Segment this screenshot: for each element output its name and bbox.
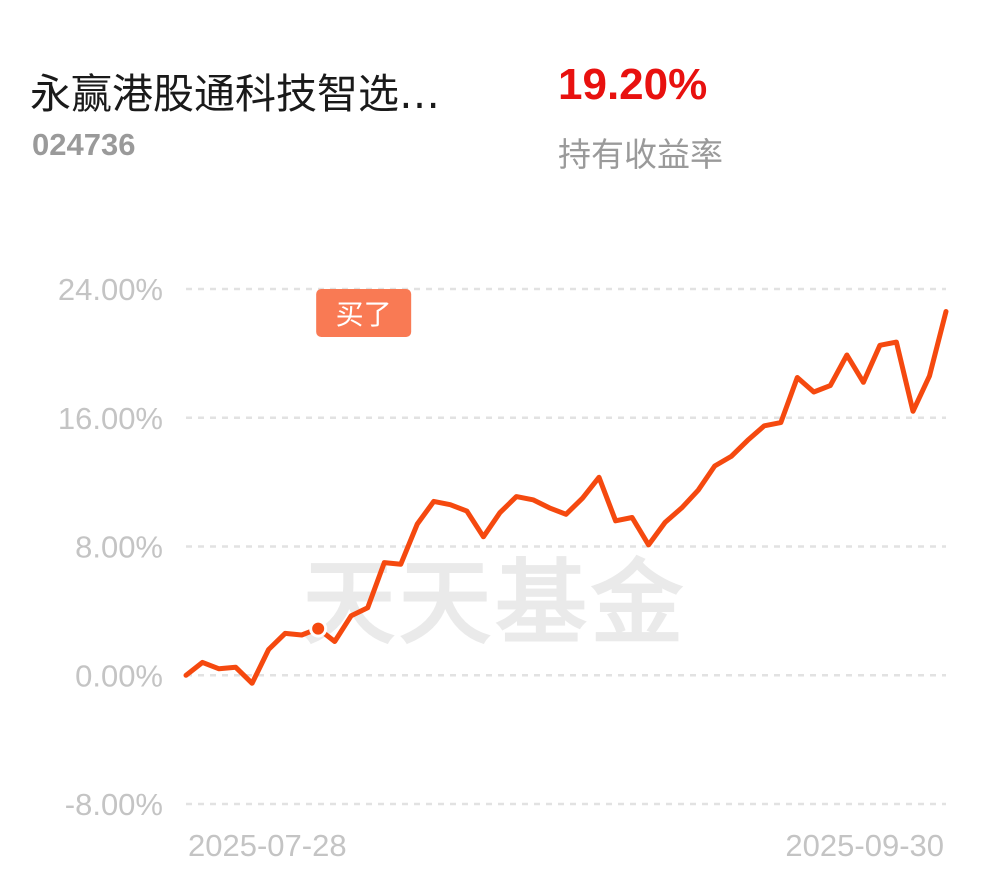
x-axis-ticks: 2025-07-28 2025-09-30: [188, 828, 944, 863]
holding-return-label: 持有收益率: [558, 135, 723, 174]
buy-tag-label: 买了: [336, 298, 392, 331]
holding-return-value: 19.20%: [558, 60, 708, 109]
y-tick-label: -8.00%: [65, 787, 163, 822]
buy-tag: [316, 289, 412, 337]
x-tick-label: 2025-09-30: [785, 828, 944, 863]
y-tick-label: 8.00%: [75, 530, 163, 565]
y-axis-ticks: 24.00% 16.00% 8.00% 0.00% -8.00%: [58, 272, 163, 822]
buy-point: [309, 619, 328, 638]
y-tick-label: 24.00%: [58, 272, 163, 307]
series-layer: [183, 309, 949, 686]
x-tick-label: 2025-07-28: [188, 828, 347, 863]
grid-layer: [186, 287, 946, 806]
fund-code: 024736: [32, 127, 136, 162]
y-tick-label: 16.00%: [58, 401, 163, 436]
fund-name: 永赢港股通科技智选…: [30, 70, 440, 118]
buy-marker-group: 买了: [316, 289, 412, 800]
y-tick-label: 0.00%: [75, 658, 163, 693]
watermark-text: 天天基金: [303, 550, 687, 657]
